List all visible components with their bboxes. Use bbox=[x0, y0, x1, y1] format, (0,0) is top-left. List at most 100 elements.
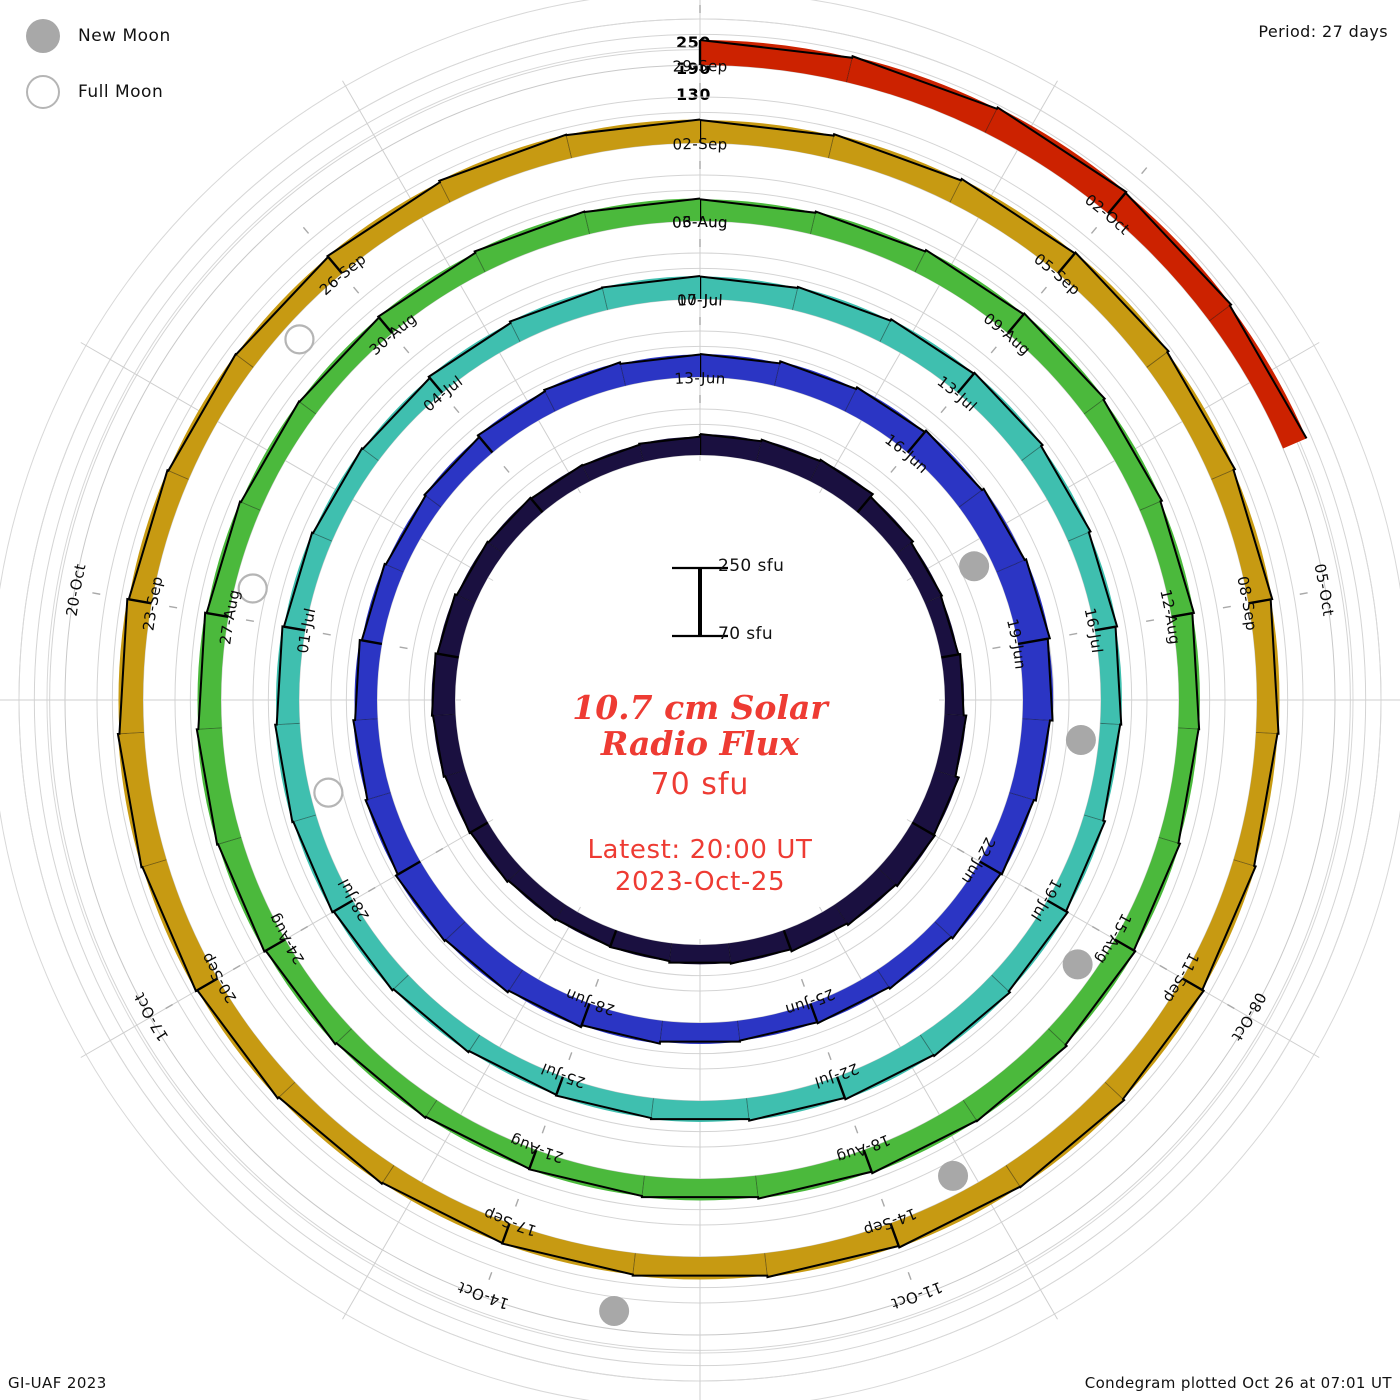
full-moon-icon bbox=[26, 75, 60, 109]
flux-day-segment bbox=[755, 1150, 872, 1199]
flux-day-segment bbox=[439, 134, 572, 203]
flux-day-segment bbox=[792, 286, 891, 342]
flux-day-segment bbox=[196, 727, 242, 845]
flux-day-segment bbox=[728, 930, 791, 964]
flux-day-segment bbox=[445, 770, 488, 833]
footer-credit: GI-UAF 2023 bbox=[8, 1374, 107, 1392]
flux-day-segment bbox=[700, 120, 834, 159]
flux-day-segment bbox=[362, 377, 443, 461]
full-moon-icon bbox=[313, 777, 344, 808]
flux-day-segment bbox=[857, 496, 913, 554]
flux-day-segment bbox=[240, 401, 316, 511]
flux-day-segment bbox=[582, 444, 644, 482]
flux-day-segment bbox=[385, 495, 441, 573]
scale-bar-icon bbox=[672, 566, 728, 638]
flux-day-segment bbox=[1158, 727, 1199, 844]
radial-tick-130: 130 bbox=[676, 85, 711, 104]
flux-day-segment bbox=[425, 1100, 537, 1169]
flux-day-segment bbox=[810, 969, 890, 1024]
flux-day-segment bbox=[424, 436, 493, 508]
ring-date-label: 11-Oct bbox=[889, 1278, 945, 1313]
flux-day-segment bbox=[1084, 399, 1162, 511]
flux-day-segment bbox=[1182, 859, 1256, 990]
flux-ring bbox=[274, 275, 1123, 1122]
flux-day-segment bbox=[878, 822, 935, 887]
flux-day-segment bbox=[834, 868, 896, 925]
flux-day-segment bbox=[556, 1076, 654, 1119]
day-tick-layer bbox=[92, 5, 1308, 1281]
flux-day-segment bbox=[265, 939, 352, 1045]
flux-day-segment bbox=[566, 119, 700, 159]
flux-day-segment bbox=[660, 1020, 740, 1044]
ring-date-label: 10-Jul bbox=[677, 291, 724, 310]
flux-day-segment bbox=[746, 1076, 845, 1121]
flux-ring bbox=[352, 353, 1054, 1045]
flux-day-segment bbox=[828, 134, 961, 203]
flux-day-segment bbox=[365, 792, 421, 875]
flux-day-segment bbox=[737, 1003, 818, 1041]
flux-day-segment bbox=[1233, 732, 1278, 866]
flux-day-segment bbox=[700, 39, 853, 83]
flux-day-segment bbox=[235, 256, 342, 368]
flux-day-segment bbox=[474, 211, 590, 272]
moon-phase-legend: New Moon Full Moon bbox=[26, 8, 326, 120]
flux-day-segment bbox=[863, 1100, 977, 1174]
flux-day-segment bbox=[924, 596, 959, 658]
flux-day-segment bbox=[844, 387, 925, 453]
flux-day-segment bbox=[354, 640, 382, 721]
flux-day-segment bbox=[531, 465, 591, 513]
footer-plot-time: Condegram plotted Oct 26 at 07:01 UT bbox=[1084, 1374, 1392, 1392]
flux-day-segment bbox=[846, 56, 997, 133]
flux-day-segment bbox=[1007, 313, 1105, 414]
flux-day-segment bbox=[128, 470, 189, 604]
flux-day-segment bbox=[1018, 638, 1054, 721]
moon-phase-layer bbox=[237, 324, 1096, 1326]
new-moon-icon bbox=[1062, 949, 1093, 980]
flux-day-segment bbox=[896, 542, 942, 603]
flux-day-segment bbox=[313, 448, 379, 542]
flux-day-segment bbox=[959, 488, 1025, 573]
flux-day-segment bbox=[837, 1035, 934, 1100]
flux-day-segment bbox=[949, 178, 1075, 274]
flux-ring bbox=[195, 197, 1201, 1201]
new-moon-icon bbox=[26, 19, 60, 53]
flux-day-segment bbox=[283, 532, 332, 631]
flux-day-segment bbox=[914, 250, 1024, 334]
flux-day-segment bbox=[783, 904, 847, 952]
scale-bar-bottom-label: 70 sfu bbox=[718, 624, 774, 644]
flux-day-segment bbox=[651, 1098, 749, 1122]
flux-day-segment bbox=[700, 434, 762, 462]
ring-date-label: 05-Oct bbox=[1310, 562, 1337, 617]
flux-day-segment bbox=[669, 943, 731, 965]
flux-day-segment bbox=[378, 252, 486, 334]
scale-bar-top-label: 250 sfu bbox=[718, 556, 785, 576]
ring-date-label: 02-Sep bbox=[672, 135, 728, 154]
flux-day-segment bbox=[488, 497, 543, 554]
flux-day-segment bbox=[168, 354, 254, 480]
flux-day-segment bbox=[206, 501, 261, 617]
flux-day-segment bbox=[912, 770, 959, 836]
flux-day-segment bbox=[437, 594, 476, 658]
ring-date-label: 06-Aug bbox=[672, 213, 729, 232]
flux-day-segment bbox=[327, 182, 451, 274]
flux-day-segment bbox=[810, 211, 926, 272]
flux-day-segment bbox=[333, 900, 409, 991]
flux-day-segment bbox=[756, 439, 821, 482]
legend-row-new-moon: New Moon bbox=[26, 8, 326, 64]
flux-day-segment bbox=[877, 921, 952, 989]
flux-day-segment bbox=[996, 559, 1050, 644]
flux-day-segment bbox=[1068, 532, 1118, 631]
flux-day-segment bbox=[336, 1028, 437, 1118]
flux-day-segment bbox=[361, 563, 404, 644]
flux-day-segment bbox=[1006, 1082, 1125, 1188]
new-moon-icon bbox=[938, 1160, 969, 1191]
flux-day-segment bbox=[299, 317, 393, 414]
full-moon-icon bbox=[284, 324, 315, 355]
flux-day-segment bbox=[809, 459, 873, 513]
flux-day-segment bbox=[1209, 305, 1307, 449]
flux-day-segment bbox=[1114, 837, 1180, 951]
flux-day-segment bbox=[1146, 352, 1235, 480]
flux-ring bbox=[698, 38, 1308, 449]
new-moon-icon bbox=[959, 551, 990, 582]
